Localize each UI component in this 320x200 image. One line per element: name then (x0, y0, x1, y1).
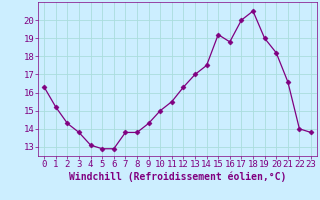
X-axis label: Windchill (Refroidissement éolien,°C): Windchill (Refroidissement éolien,°C) (69, 172, 286, 182)
